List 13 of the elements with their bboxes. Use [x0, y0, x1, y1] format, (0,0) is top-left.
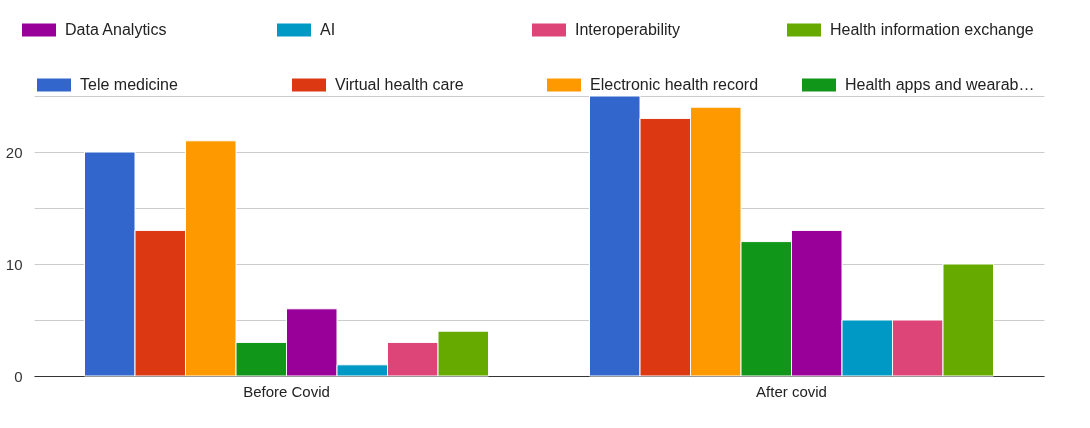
- x-tick-label: After covid: [756, 382, 827, 400]
- legend-label: Interoperability: [575, 21, 680, 38]
- legend-label: AI: [320, 21, 336, 38]
- y-tick-label: 20: [5, 143, 23, 161]
- y-tick-label: 0: [14, 367, 23, 385]
- legend-label: Health information exchange: [830, 21, 1034, 38]
- legend-label: Virtual health care: [335, 76, 464, 93]
- x-tick-label: Before Covid: [243, 382, 330, 400]
- legend-label: Tele medicine: [80, 76, 178, 93]
- legend-label: Health apps and wearab…: [845, 76, 1035, 93]
- legend-label: Electronic health record: [590, 76, 759, 93]
- y-tick-label: 10: [5, 255, 23, 273]
- legend-label: Data Analytics: [65, 21, 167, 38]
